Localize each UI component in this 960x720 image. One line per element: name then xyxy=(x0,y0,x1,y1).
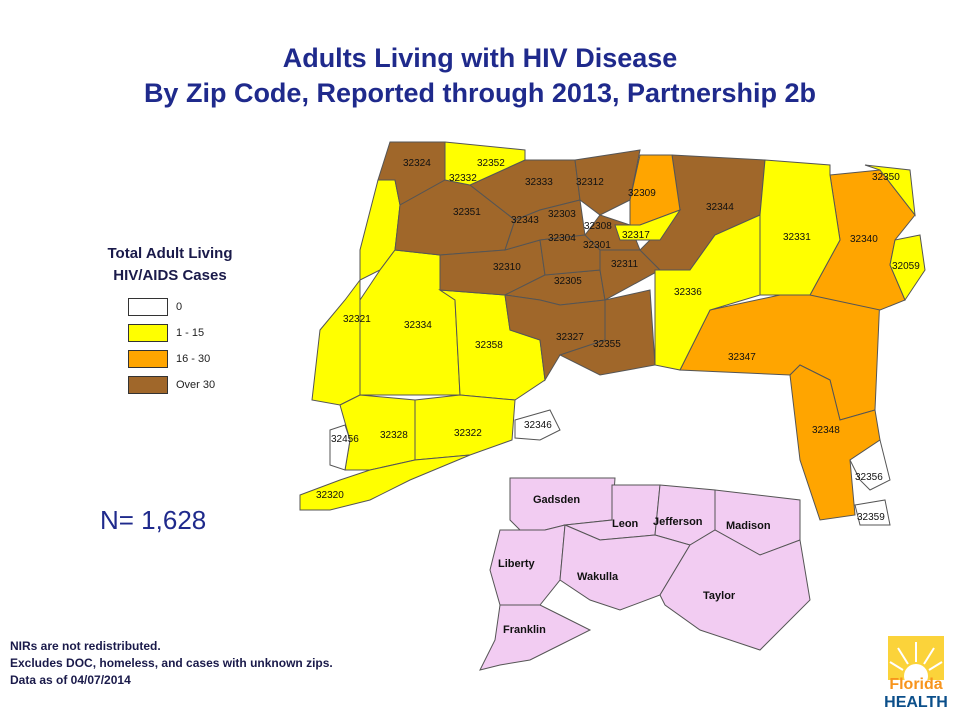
zip-region-32320 xyxy=(299,454,471,511)
footnotes: NIRs are not redistributed. Excludes DOC… xyxy=(10,638,333,689)
zip-label-32303: 32303 xyxy=(548,209,576,220)
zip-label-32340: 32340 xyxy=(850,234,878,245)
zip-label-32333: 32333 xyxy=(525,177,553,188)
legend-swatch-high xyxy=(128,376,168,394)
legend-label-low: 1 - 15 xyxy=(176,327,205,339)
zip-label-32328: 32328 xyxy=(380,430,408,441)
zip-label-32311: 32311 xyxy=(611,259,639,270)
legend-item-high: Over 30 xyxy=(128,375,215,395)
logo-text-florida: Florida xyxy=(889,676,943,693)
legend-item-mid: 16 - 30 xyxy=(128,349,210,369)
zip-region-32346 xyxy=(514,409,561,441)
inset-label-jefferson: Jefferson xyxy=(653,516,703,528)
zip-label-32301: 32301 xyxy=(583,240,611,251)
zip-label-32346: 32346 xyxy=(524,420,552,431)
zip-label-32321: 32321 xyxy=(343,314,371,325)
inset-label-liberty: Liberty xyxy=(498,558,536,570)
zip-label-32305: 32305 xyxy=(554,276,582,287)
zip-region-32356 xyxy=(849,439,891,491)
zip-region-32059 xyxy=(889,234,926,302)
zip-label-32356: 32356 xyxy=(855,472,883,483)
zip-label-32336: 32336 xyxy=(674,287,702,298)
map-title-line1: Adults Living with HIV Disease xyxy=(282,43,678,73)
footnote-exclusions: Excludes DOC, homeless, and cases with u… xyxy=(10,656,333,670)
zip-label-32350: 32350 xyxy=(872,172,900,183)
case-count-label: N= 1,628 xyxy=(100,505,207,535)
zip-region-32347 xyxy=(679,294,881,421)
zip-label-32312: 32312 xyxy=(576,177,604,188)
inset-label-franklin: Franklin xyxy=(503,624,546,636)
legend-title-line1: Total Adult Living xyxy=(107,245,233,262)
legend-swatch-mid xyxy=(128,350,168,368)
zip-label-32059: 32059 xyxy=(892,261,920,272)
inset-label-madison: Madison xyxy=(726,520,771,532)
legend-swatch-low xyxy=(128,324,168,342)
zip-label-32351: 32351 xyxy=(453,207,481,218)
zip-label-32322: 32322 xyxy=(454,428,482,439)
footnote-nir: NIRs are not redistributed. xyxy=(10,639,161,653)
zip-label-32308: 32308 xyxy=(584,221,612,232)
legend-item-low: 1 - 15 xyxy=(128,323,204,343)
inset-label-taylor: Taylor xyxy=(703,590,736,602)
zip-label-32344: 32344 xyxy=(706,202,734,213)
zip-label-32334: 32334 xyxy=(404,320,432,331)
zip-label-32324: 32324 xyxy=(403,158,431,169)
legend-label-zero: 0 xyxy=(176,301,183,313)
zip-label-32327: 32327 xyxy=(556,332,584,343)
zip-label-32343: 32343 xyxy=(511,215,539,226)
zip-label-32355: 32355 xyxy=(593,339,621,350)
legend-item-zero: 0 xyxy=(128,297,182,317)
legend-title: Total Adult Living HIV/AIDS Cases xyxy=(70,243,270,287)
zip-region-32312 xyxy=(574,149,641,216)
inset-county-liberty xyxy=(489,524,566,606)
legend-label-high: Over 30 xyxy=(176,379,216,391)
zip-label-32331: 32331 xyxy=(783,232,811,243)
logo-text-health: HEALTH xyxy=(884,694,948,711)
zip-region-32359 xyxy=(854,499,891,526)
zip-label-32309: 32309 xyxy=(628,188,656,199)
zip-label-32352: 32352 xyxy=(477,158,505,169)
zip-label-32310: 32310 xyxy=(493,262,521,273)
footnote-data-date: Data as of 04/07/2014 xyxy=(10,673,131,687)
zip-label-32348: 32348 xyxy=(812,425,840,436)
inset-label-wakulla: Wakulla xyxy=(577,571,619,583)
zip-region-32350 xyxy=(864,164,916,217)
zip-label-32304: 32304 xyxy=(548,233,576,244)
zip-region-32352 xyxy=(444,141,526,186)
sun-icon xyxy=(888,636,944,680)
zip-label-32358: 32358 xyxy=(475,340,503,351)
zip-region-32317 xyxy=(614,208,682,241)
zip-label-32347: 32347 xyxy=(728,352,756,363)
legend-label-mid: 16 - 30 xyxy=(176,353,211,365)
zip-label-32320: 32320 xyxy=(316,490,344,501)
legend-title-line2: HIV/AIDS Cases xyxy=(113,267,227,284)
inset-label-leon: Leon xyxy=(612,518,639,530)
zip-label-32456: 32456 xyxy=(331,434,359,445)
inset-county-taylor xyxy=(659,529,811,651)
zip-region-32331 xyxy=(759,159,841,296)
zip-region-32311 xyxy=(599,249,661,301)
zip-label-32317: 32317 xyxy=(622,230,650,241)
inset-county-franklin xyxy=(479,604,592,671)
legend-swatch-zero xyxy=(128,298,168,316)
zip-label-32359: 32359 xyxy=(857,512,885,523)
zip-label-32332: 32332 xyxy=(449,173,477,184)
zip-region-32355 xyxy=(558,289,656,376)
inset-label-gadsden: Gadsden xyxy=(533,494,580,506)
zip-region-32456 xyxy=(329,424,351,471)
florida-health-logo: Florida HEALTH xyxy=(880,636,952,716)
map-title-line2: By Zip Code, Reported through 2013, Part… xyxy=(143,78,817,108)
